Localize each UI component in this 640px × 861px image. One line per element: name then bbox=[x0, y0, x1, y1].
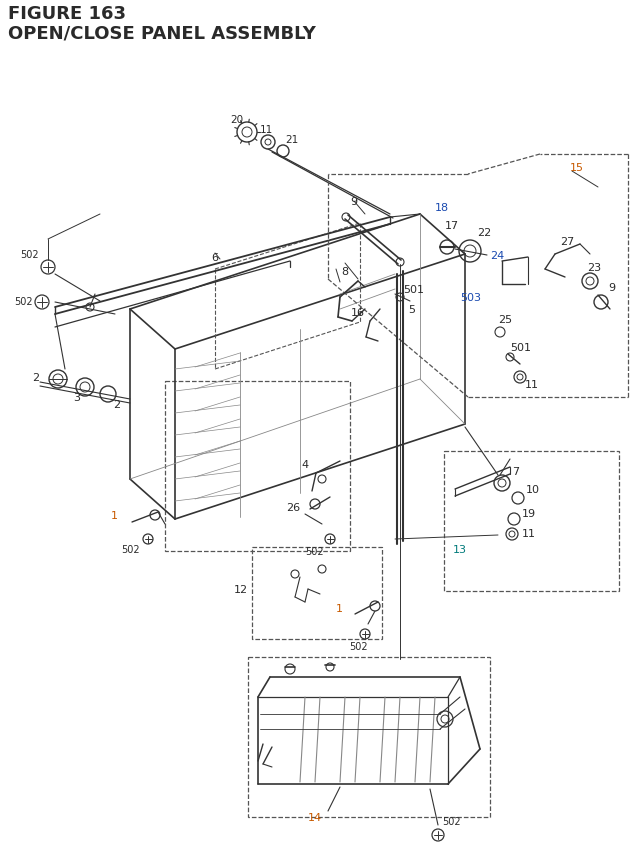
Text: 22: 22 bbox=[477, 228, 492, 238]
Text: 15: 15 bbox=[570, 163, 584, 173]
Text: 25: 25 bbox=[498, 314, 512, 325]
Bar bbox=[444, 451, 619, 592]
Text: 20: 20 bbox=[230, 115, 244, 125]
Text: 5: 5 bbox=[408, 305, 415, 314]
Text: 11: 11 bbox=[259, 125, 273, 135]
Text: 1: 1 bbox=[336, 604, 343, 613]
Text: 9: 9 bbox=[608, 282, 615, 293]
Text: 18: 18 bbox=[435, 202, 449, 213]
Bar bbox=[165, 381, 350, 551]
Bar bbox=[252, 548, 382, 639]
Text: 502: 502 bbox=[20, 250, 38, 260]
Text: 19: 19 bbox=[522, 508, 536, 518]
Text: 21: 21 bbox=[285, 135, 298, 145]
Text: 503: 503 bbox=[460, 293, 481, 303]
Text: 14: 14 bbox=[308, 812, 322, 822]
Text: 4: 4 bbox=[301, 460, 308, 469]
Text: 6: 6 bbox=[211, 253, 218, 263]
Text: 7: 7 bbox=[512, 467, 519, 476]
Text: 9: 9 bbox=[351, 197, 358, 207]
Text: 501: 501 bbox=[510, 343, 531, 353]
Text: 11: 11 bbox=[525, 380, 539, 389]
Text: 23: 23 bbox=[587, 263, 601, 273]
Text: 2: 2 bbox=[32, 373, 39, 382]
Text: 501: 501 bbox=[403, 285, 424, 294]
Text: 26: 26 bbox=[286, 503, 300, 512]
Text: 502: 502 bbox=[306, 547, 324, 556]
Text: OPEN/CLOSE PANEL ASSEMBLY: OPEN/CLOSE PANEL ASSEMBLY bbox=[8, 24, 316, 42]
Text: 10: 10 bbox=[526, 485, 540, 494]
Text: 24: 24 bbox=[490, 251, 504, 261]
Text: 502: 502 bbox=[14, 297, 33, 307]
Text: 11: 11 bbox=[522, 529, 536, 538]
Text: 2: 2 bbox=[113, 400, 120, 410]
Text: 502: 502 bbox=[121, 544, 140, 554]
Text: 1: 1 bbox=[111, 511, 118, 520]
Text: 12: 12 bbox=[234, 585, 248, 594]
Text: 8: 8 bbox=[341, 267, 349, 276]
Text: 3: 3 bbox=[73, 393, 80, 403]
Text: FIGURE 163: FIGURE 163 bbox=[8, 5, 126, 23]
Bar bbox=[248, 657, 490, 817]
Text: 17: 17 bbox=[445, 220, 459, 231]
Text: 27: 27 bbox=[560, 237, 574, 247]
Text: 502: 502 bbox=[442, 816, 461, 826]
Text: 13: 13 bbox=[453, 544, 467, 554]
Text: 16: 16 bbox=[351, 307, 365, 318]
Text: 502: 502 bbox=[349, 641, 367, 651]
